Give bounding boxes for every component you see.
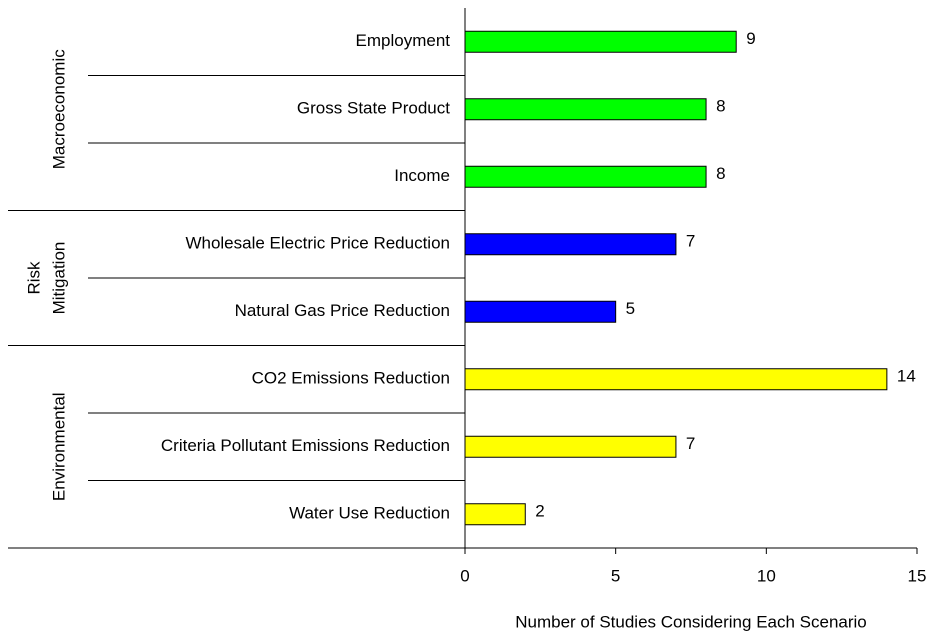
group-label: Mitigation (49, 242, 68, 315)
x-tick-label: 10 (757, 566, 776, 585)
y-tick-label: Gross State Product (297, 99, 450, 118)
data-label: 7 (686, 434, 695, 453)
bar (464, 30, 737, 53)
bar (464, 165, 707, 188)
y-tick-label: Income (394, 166, 450, 185)
data-label: 8 (716, 97, 725, 116)
x-axis-label: Number of Studies Considering Each Scena… (515, 612, 867, 631)
bar (464, 98, 707, 121)
data-label: 9 (746, 29, 755, 48)
x-tick-label: 5 (611, 566, 620, 585)
data-label: 14 (897, 367, 916, 386)
group-label: Environmental (49, 392, 68, 501)
y-tick-label: CO2 Emissions Reduction (252, 369, 450, 388)
group-label: Macroeconomic (49, 49, 68, 169)
x-tick-label: 15 (908, 566, 927, 585)
y-tick-label: Wholesale Electric Price Reduction (185, 234, 450, 253)
data-label: 2 (535, 502, 544, 521)
group-label: Risk (24, 261, 43, 295)
x-tick-label: 0 (460, 566, 469, 585)
y-tick-label: Natural Gas Price Reduction (235, 301, 450, 320)
bar (464, 503, 526, 526)
y-tick-label: Criteria Pollutant Emissions Reduction (161, 436, 450, 455)
y-tick-label: Water Use Reduction (289, 504, 450, 523)
data-label: 8 (716, 164, 725, 183)
data-label: 5 (626, 299, 635, 318)
bar (464, 300, 617, 323)
data-label: 7 (686, 232, 695, 251)
bar (464, 435, 677, 458)
y-tick-label: Employment (356, 31, 451, 50)
bar (464, 368, 888, 391)
bar (464, 233, 677, 256)
